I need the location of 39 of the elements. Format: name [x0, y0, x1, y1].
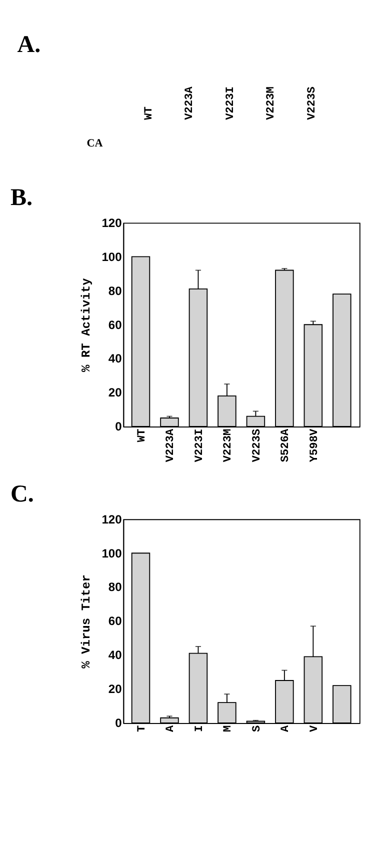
y-tick-label: 60	[108, 318, 122, 332]
y-tick-label: 80	[108, 580, 122, 594]
x-tick-label: V	[308, 724, 321, 732]
x-tick-label: A	[165, 724, 178, 732]
x-tick-label: V223I	[194, 428, 206, 462]
x-tick-label: T	[136, 724, 148, 732]
x-tick-label: WT	[136, 428, 148, 442]
chart-title: B.	[10, 185, 33, 212]
x-tick-label: V223S	[251, 428, 264, 462]
x-tick-label: Y598V	[308, 428, 321, 462]
category-label: V223M	[266, 86, 278, 120]
y-tick-label: 0	[115, 420, 122, 434]
text: A.	[17, 32, 41, 58]
y-tick-label: 40	[108, 352, 122, 366]
y-axis-title: % RT Activity	[80, 278, 94, 372]
x-tick-label: I	[194, 725, 206, 732]
y-tick-label: 20	[108, 682, 122, 696]
y-tick-label: 0	[115, 716, 122, 730]
y-tick-label: 40	[108, 648, 122, 662]
text: CA	[86, 138, 103, 150]
y-tick-label: 120	[102, 216, 122, 230]
y-tick-label: 20	[108, 386, 122, 400]
y-tick-label: 120	[102, 512, 122, 526]
x-tick-label: S	[251, 724, 264, 732]
x-tick-label: M	[222, 724, 235, 732]
y-tick-label: 100	[102, 250, 122, 264]
y-axis-title: % Virus Titer	[80, 574, 94, 668]
category-label: V223A	[184, 86, 196, 120]
y-tick-label: 80	[108, 284, 122, 298]
x-tick-label: S526A	[280, 428, 292, 462]
y-tick-label: 60	[108, 614, 122, 628]
x-tick-label: V223M	[222, 428, 235, 462]
x-tick-label: A	[280, 724, 292, 732]
category-label: V223I	[224, 86, 237, 120]
category-label: WT	[143, 106, 156, 120]
x-tick-label: V223A	[165, 428, 178, 462]
category-label: V223S	[306, 86, 318, 120]
y-tick-label: 100	[102, 546, 122, 560]
chart-title: C.	[10, 482, 34, 508]
